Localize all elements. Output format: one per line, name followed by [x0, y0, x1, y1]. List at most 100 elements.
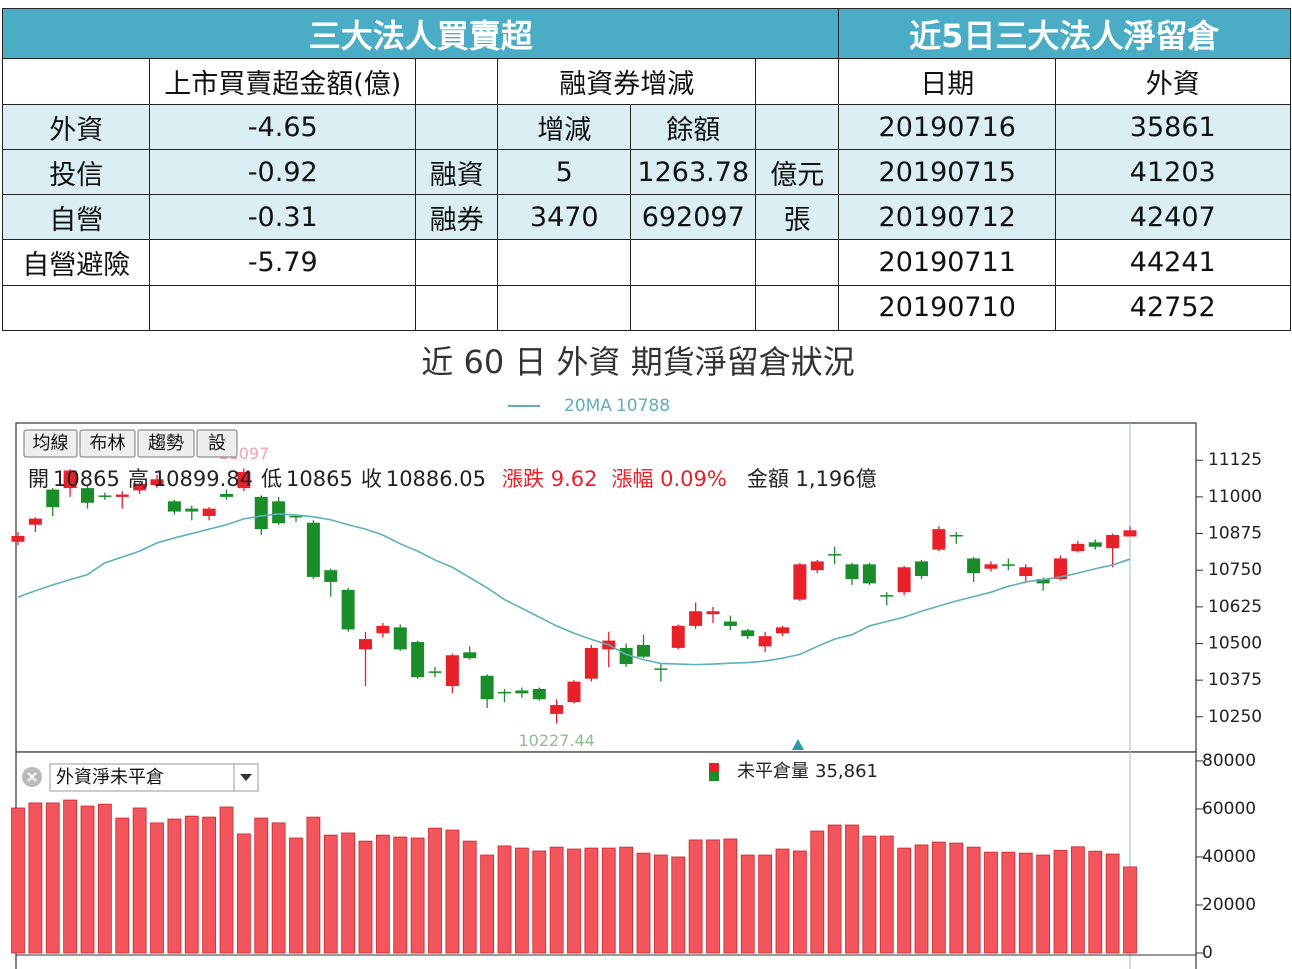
y-tick-label: 20000 [1202, 895, 1256, 915]
bar [497, 845, 512, 954]
candle-body [567, 681, 581, 703]
bar [306, 816, 321, 954]
bar [1018, 852, 1033, 954]
candle-body [167, 501, 181, 512]
toolbar-button-label: 均線 [33, 433, 69, 454]
toolbar-button[interactable] [137, 429, 195, 458]
candle-body [897, 567, 911, 593]
bar [445, 829, 460, 954]
candle-body [393, 627, 407, 650]
bar [236, 833, 251, 954]
candle-body [28, 518, 42, 525]
candle-body [498, 691, 511, 694]
table-cell [149, 285, 417, 331]
table-cell: -0.92 [149, 149, 417, 196]
info-item: 10886.05 [386, 467, 486, 491]
bar [1053, 849, 1068, 954]
table-cell: -0.31 [149, 194, 417, 241]
table-cell: 42752 [1055, 285, 1291, 331]
toolbar-button[interactable] [196, 429, 238, 458]
bar [410, 837, 425, 954]
candle-body [706, 611, 720, 615]
bar [63, 799, 78, 954]
info-item: 高 [128, 467, 149, 491]
bar [97, 803, 112, 954]
table-cell [630, 285, 757, 331]
bar [428, 827, 442, 954]
selector-text: 外資淨未平倉 [56, 767, 164, 788]
bar [393, 836, 408, 954]
table-cell: 692097 [630, 194, 757, 241]
candle-body [949, 535, 963, 537]
candle-body [828, 554, 842, 556]
bar [219, 806, 234, 954]
bar [462, 840, 477, 954]
table-cell [755, 285, 840, 331]
legend-name: 20MA [564, 396, 612, 416]
candle-body [932, 529, 946, 550]
bar [11, 807, 25, 954]
bar [636, 852, 651, 954]
candle-body [115, 494, 129, 497]
bar [879, 835, 894, 954]
close-icon-x [27, 772, 37, 782]
candle-body [1071, 543, 1085, 552]
bar [115, 817, 130, 954]
candle-body [515, 690, 529, 694]
bar [827, 824, 842, 954]
y-tick-label: 10375 [1208, 670, 1262, 690]
candle-body [463, 652, 477, 659]
bar [740, 854, 755, 954]
bar [1001, 851, 1016, 954]
table-cell [2, 285, 151, 331]
candle-body [1106, 535, 1120, 549]
bar [358, 840, 373, 954]
candle-body [98, 495, 112, 497]
toolbar-button[interactable] [79, 429, 136, 458]
legend-icon-up [709, 763, 719, 772]
candle-body [584, 647, 598, 679]
y-tick-label: 0 [1202, 943, 1213, 963]
candle-body [411, 642, 425, 678]
candle-body [793, 564, 807, 600]
table-cell: 20190716 [838, 104, 1057, 151]
candle-body [1019, 567, 1033, 577]
y-tick-label: 10250 [1208, 707, 1262, 727]
bar [1070, 846, 1085, 954]
table-cell: 融券 [415, 194, 499, 241]
candle-body [532, 688, 546, 700]
table-cell: 44241 [1055, 239, 1291, 287]
bar [671, 856, 686, 954]
bar [966, 846, 981, 954]
info-change-pct: 漲幅 0.09% [611, 467, 726, 491]
selector[interactable] [49, 763, 259, 792]
y-tick-label: 11125 [1208, 450, 1262, 470]
toolbar-button[interactable] [23, 429, 78, 458]
y-tick-label: 11000 [1208, 487, 1262, 507]
info-item: 低 [261, 467, 282, 491]
candle-body [63, 470, 77, 489]
candle-body [11, 535, 25, 542]
header-cell: 融資券增減 [497, 58, 757, 106]
low-label: 10227.44 [518, 731, 594, 750]
header-cell [755, 58, 840, 106]
bar [706, 839, 720, 954]
info-line: 開 10865 高 10899.84 低 10865 收 10886.05 漲跌 9.62 漲幅 … [28, 467, 877, 491]
legend-value: 10788 [616, 396, 670, 416]
table-cell: 5 [497, 149, 632, 196]
candle-body [671, 625, 685, 648]
info-item: 開 [28, 467, 49, 491]
marker [792, 739, 804, 750]
candle-body [550, 705, 564, 714]
candle-body [376, 625, 390, 634]
candle-body [306, 522, 320, 577]
table-cell: 20190710 [838, 285, 1057, 331]
table-cell: 增減 [497, 104, 632, 151]
candle-body [341, 589, 355, 630]
table-cell: 外資 [2, 104, 151, 151]
bar-legend: 未平倉量 35,861 [737, 761, 878, 782]
bar [202, 816, 217, 954]
candle-body [758, 636, 772, 647]
ma-line [17, 513, 1131, 666]
